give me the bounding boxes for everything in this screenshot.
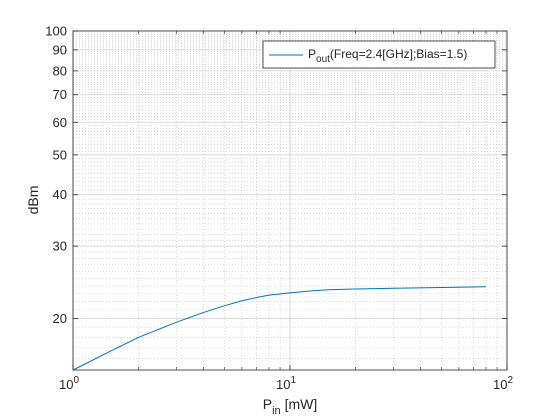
x-tick-exp: 1 (290, 375, 296, 386)
series-line (72, 286, 486, 371)
x-tick-exp: 2 (507, 375, 513, 386)
legend-label-sub: out (316, 54, 330, 65)
x-tick-base: 10 (276, 377, 290, 392)
x-tick-base: 10 (493, 377, 507, 392)
legend-label-main: P (308, 47, 316, 61)
x-axis-label-main: P (263, 396, 272, 412)
y-tick-label: 70 (53, 87, 67, 102)
y-tick-label: 80 (53, 63, 67, 78)
x-tick-label: 100 (59, 375, 79, 392)
y-tick-label: 40 (53, 187, 67, 202)
y-tick-label: 60 (53, 115, 67, 130)
x-tick-label: 101 (276, 375, 296, 392)
legend: Pout(Freq=2.4[GHz];Bias=1.5) (262, 40, 496, 69)
y-tick-label: 100 (45, 24, 67, 39)
legend-label: Pout(Freq=2.4[GHz];Bias=1.5) (308, 47, 467, 65)
y-tick-label: 20 (53, 311, 67, 326)
x-axis-label-unit: [mW] (285, 396, 318, 412)
x-tick-base: 10 (59, 377, 73, 392)
series-group (72, 286, 486, 371)
x-tick-exp: 0 (73, 375, 79, 386)
legend-label-rest: (Freq=2.4[GHz];Bias=1.5) (330, 47, 467, 61)
y-tick-label: 50 (53, 147, 67, 162)
x-tick-label: 102 (493, 375, 513, 392)
y-tick-label: 30 (53, 239, 67, 254)
y-axis-label: dBm (25, 186, 41, 215)
x-axis-label: Pin [mW] (263, 396, 318, 417)
x-axis-label-sub: in (272, 405, 281, 417)
y-tick-label: 90 (53, 42, 67, 57)
